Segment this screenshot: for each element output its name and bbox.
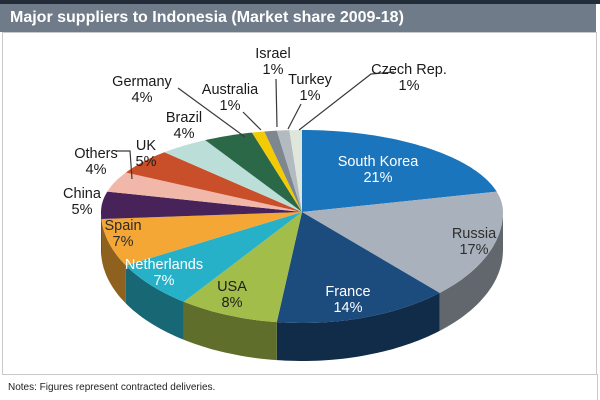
pie-slice-south-korea (302, 130, 497, 212)
pie-label-spain: Spain 7% (104, 218, 141, 250)
pie-slice-others (107, 172, 302, 212)
pie-label-name: Russia (451, 226, 497, 242)
pie-label-israel: Israel 1% (255, 46, 290, 78)
pie-slice-china (101, 191, 302, 219)
leader-line-germany (177, 87, 246, 138)
pie-slice-france (276, 212, 440, 323)
pie-label-value: 4% (85, 162, 107, 178)
pie-label-name: France (325, 284, 371, 300)
pie-label-south-korea: South Korea 21% (338, 154, 419, 186)
pie-label-value: 1% (262, 62, 284, 78)
pie-label-name: Germany (112, 74, 172, 90)
pie-label-russia: Russia 17% (452, 226, 496, 258)
pie-label-name: USA (217, 279, 247, 295)
pie-label-france: France 14% (325, 284, 370, 316)
chart-title: Major suppliers to Indonesia (Market sha… (10, 9, 404, 26)
pie-label-value: 5% (71, 202, 93, 218)
pie-label-value: 1% (299, 88, 321, 104)
pie-label-name: Czech Rep. (371, 62, 447, 78)
pie-slice-usa (183, 212, 302, 323)
pie-slice-side-spain (101, 219, 126, 304)
pie-label-germany: Germany 4% (112, 74, 172, 106)
leader-line-others (116, 150, 133, 180)
pie-label-value: 17% (459, 242, 489, 258)
pie-label-turkey: Turkey 1% (288, 72, 332, 104)
pie-slice-germany (205, 132, 302, 212)
pie-slice-israel (264, 130, 302, 212)
pie-label-brazil: Brazil 4% (166, 110, 202, 142)
pie-label-name: Turkey (288, 72, 332, 88)
pie-slice-side-usa (183, 301, 277, 361)
pie-label-australia: Australia 1% (202, 82, 258, 114)
leader-line-israel (275, 78, 278, 128)
pie-label-value: 5% (135, 154, 157, 170)
pie-label-usa: USA 8% (217, 279, 247, 311)
pie-label-value: 4% (131, 90, 153, 106)
pie-label-name: Others (74, 146, 118, 162)
pie-label-czech-rep: Czech Rep. 1% (371, 62, 447, 94)
pie-slice-side-netherlands (125, 265, 184, 340)
leader-line-czech-rep (298, 71, 395, 131)
pie-label-value: 14% (333, 300, 363, 316)
pie-label-value: 1% (219, 98, 241, 114)
pie-label-name: South Korea (337, 154, 419, 170)
pie-label-value: 21% (363, 170, 393, 186)
pie-label-china: China 5% (63, 186, 101, 218)
pie-label-netherlands: Netherlands 7% (125, 257, 203, 289)
pie-label-name: Israel (255, 46, 291, 62)
pie-slice-turkey (276, 130, 302, 212)
pie-slice-australia (252, 131, 302, 212)
chart-notes: Notes: Figures represent contracted deli… (8, 382, 216, 393)
pie-slice-russia (302, 191, 503, 293)
pie-label-name: Spain (104, 218, 142, 234)
pie-label-name: Brazil (165, 110, 203, 126)
pie-label-name: Netherlands (124, 257, 204, 273)
pie-slice-side-russia (439, 212, 503, 331)
pie-label-name: China (63, 186, 101, 202)
pie-label-name: UK (135, 138, 157, 154)
pie-slice-czech-rep (289, 130, 302, 212)
pie-slice-netherlands (125, 212, 303, 302)
pie-label-value: 1% (398, 78, 420, 94)
pie-label-value: 4% (173, 126, 195, 142)
leader-line-australia (242, 111, 262, 131)
pie-label-name: Australia (201, 82, 259, 98)
frame-right-edge (597, 374, 598, 400)
pie-slice-side-france (276, 292, 440, 361)
pie-label-value: 7% (153, 273, 175, 289)
top-accent-bar (0, 0, 600, 4)
pie-slice-spain (101, 212, 303, 266)
leader-line-turkey (287, 103, 302, 130)
pie-label-value: 8% (221, 295, 243, 311)
chart-title-bar: Major suppliers to Indonesia (Market sha… (0, 4, 596, 32)
pie-slice-uk (125, 152, 303, 212)
pie-label-uk: UK 5% (136, 138, 157, 170)
pie-label-others: Others 4% (74, 146, 118, 178)
pie-label-value: 7% (112, 234, 134, 250)
pie-slice-brazil (164, 140, 302, 212)
